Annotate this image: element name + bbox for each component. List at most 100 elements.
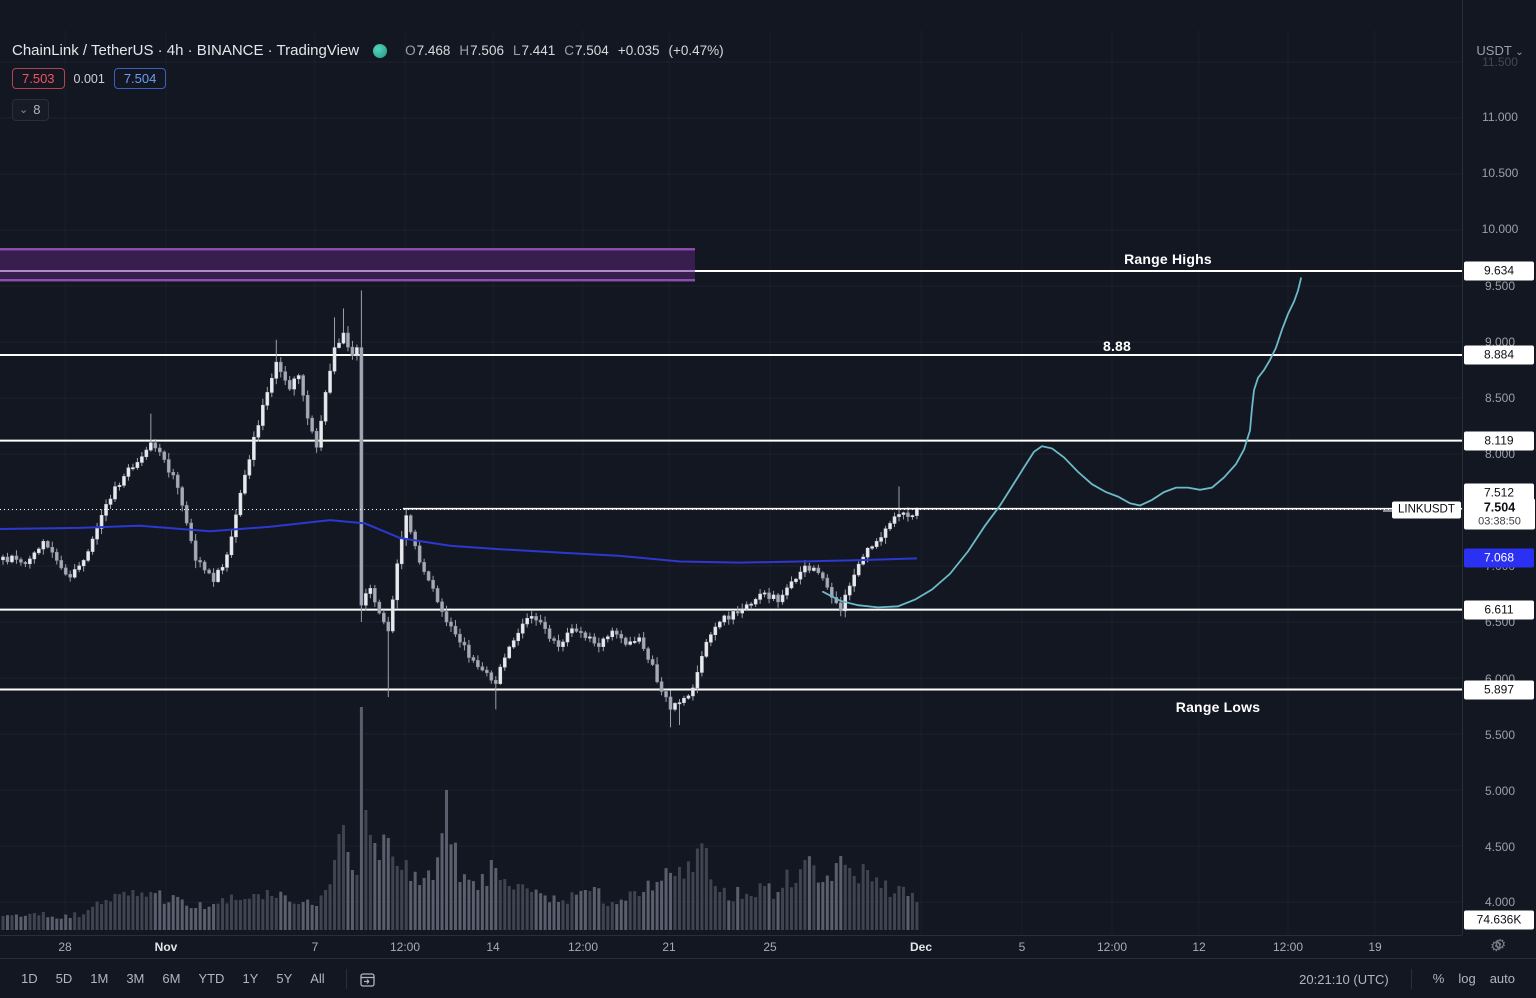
candle-body [189,522,193,542]
price-axis[interactable]: USDT ⌄ 11.500 11.000 10.500 10.000 9.500 9.00… [1462,0,1536,952]
range-button-6m[interactable]: 6M [162,971,181,986]
scale-button-log[interactable]: log [1458,971,1476,986]
bid-price-button[interactable]: 7.503 [12,68,65,89]
range-button-1d[interactable]: 1D [21,971,38,986]
low-value: L7.441 [512,43,556,58]
candle-body [794,578,798,582]
candle-body [440,601,444,612]
axis-settings-gear-icon[interactable]: ⚙ [1493,936,1507,952]
volume-bar [229,894,233,930]
volume-bar [100,904,104,930]
candle-body [417,545,422,563]
candle-body [350,346,355,356]
go-to-date-icon[interactable] [359,971,376,988]
candle-body [897,514,901,517]
range-button-all[interactable]: All [310,971,325,986]
range-button-1y[interactable]: 1Y [242,971,259,986]
candle-body [238,492,243,516]
scale-button-auto[interactable]: auto [1489,971,1515,986]
candle-body [278,361,283,372]
volume-bar [449,844,453,930]
candle-body [673,703,677,710]
range-button-1m[interactable]: 1M [90,971,109,986]
time-axis-label: 12:00 [1272,940,1304,954]
volume-bar [615,904,619,930]
volume-bar [104,900,108,930]
volume-bar [189,908,193,930]
volume-bar [301,901,305,930]
volume-bar [870,881,874,930]
time-axis[interactable]: 28 Nov 7 12:00 14 12:00 21 25 Dec 5 12:00 12 12:00 19… [0,935,1503,959]
volume-bar [740,898,744,930]
volume-bar [283,895,287,930]
volume-bar [480,873,484,930]
candle-body [709,634,713,643]
volume-bar [727,900,731,930]
candle-body [700,656,704,673]
candlestick-chart[interactable] [0,0,1462,935]
volume-bar [194,908,198,930]
volume-bar [561,900,565,930]
level-price-label: 8.119 [1464,431,1534,451]
candle-body [480,666,485,671]
volume-bar [64,914,68,930]
volume-bar [77,917,81,930]
candle-body [274,361,279,379]
level-price-label: 8.884 [1464,345,1534,365]
time-axis-settings-gear-icon[interactable]: ⚙ [1490,938,1503,954]
symbol-title[interactable]: ChainLink / TetherUS · 4h · BINANCE · Tr… [12,42,360,59]
time-axis-label: 7 [311,940,319,954]
candle-body [50,546,55,553]
candle-body [476,660,480,668]
candle-body [126,467,131,477]
ask-price-button[interactable]: 7.504 [113,68,167,89]
currency-dropdown[interactable]: USDT ⌄ [1476,43,1524,58]
candle-body [207,569,211,574]
time-axis-label: 12:00 [1096,940,1128,954]
candle-body [1,556,5,561]
volume-bar [516,883,520,930]
candle-body [113,486,117,500]
volume-bar [583,890,587,930]
candle-body [166,459,171,473]
volume-bar [722,887,726,930]
candle-body [175,474,180,488]
volume-bar [848,867,852,930]
market-status-icon[interactable] [373,43,388,58]
volume-bar [341,825,345,930]
candle-body [337,342,341,348]
volume-bar [498,880,502,930]
volume-bar [252,894,256,930]
volume-bar [915,902,919,930]
volume-bar [852,876,856,930]
scale-button-percent[interactable]: % [1432,971,1445,986]
candle-body [449,621,453,627]
candle-body [682,697,686,703]
volume-bar [73,912,77,930]
volume-bar [422,877,426,930]
volume-bar [297,904,301,930]
candle-body [574,628,579,632]
volume-bar [745,893,749,930]
clock[interactable]: 20:21:10 (UTC) [1299,971,1389,987]
range-button-5y[interactable]: 5Y [276,971,293,986]
range-button-ytd[interactable]: YTD [198,971,225,986]
volume-bar [794,882,798,930]
volume-bar [651,890,655,930]
candle-body [565,632,570,643]
candle-body [269,378,274,393]
range-button-5d[interactable]: 5D [55,971,73,986]
time-axis-label: 25 [763,940,777,954]
range-button-3m[interactable]: 3M [126,971,145,986]
volume-bar [400,869,404,930]
candle-body [838,602,843,612]
candle-body [332,347,337,372]
indicators-collapse-button[interactable]: ⌄ 8 [12,99,50,121]
candle-body [610,630,615,638]
candle-body [198,560,202,563]
volume-bar [467,879,471,930]
chart-pane[interactable]: Range Highs 8.88 Range Lows [0,0,1462,935]
chevron-down-icon: ⌄ [19,104,29,116]
price-axis-tick: 5.500 [1484,728,1516,742]
